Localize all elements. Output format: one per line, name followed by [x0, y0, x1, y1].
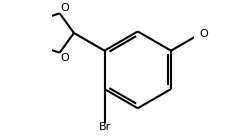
- Text: O: O: [200, 29, 208, 39]
- Text: Br: Br: [98, 122, 111, 132]
- Text: O: O: [60, 53, 69, 63]
- Text: O: O: [60, 3, 69, 13]
